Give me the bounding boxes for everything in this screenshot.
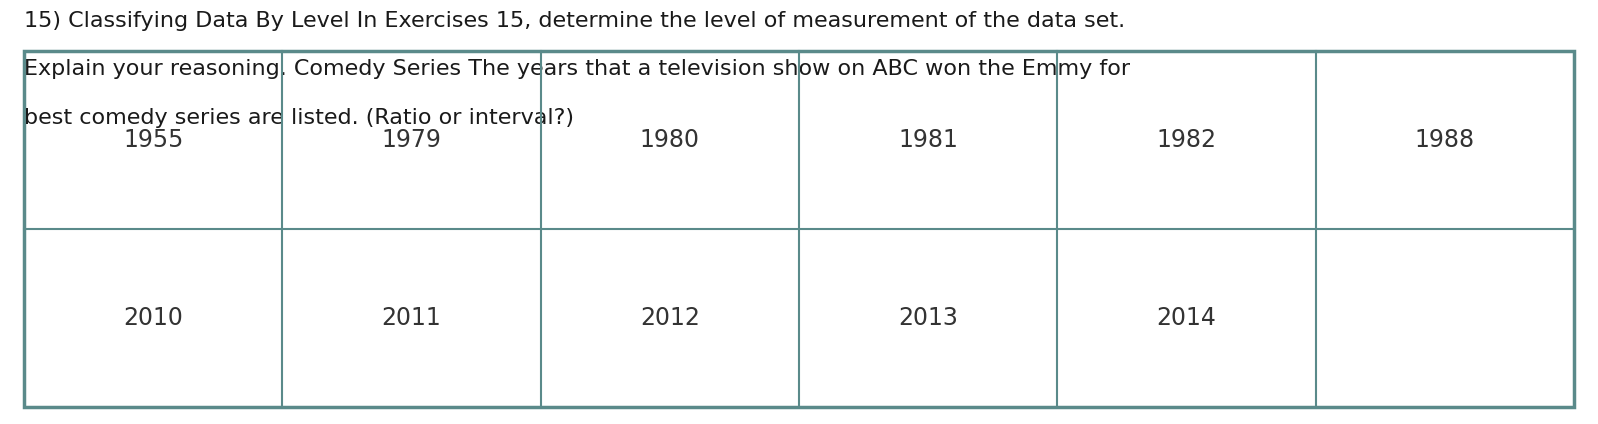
Text: Explain your reasoning. Comedy Series The years that a television show on ABC wo: Explain your reasoning. Comedy Series Th… [24, 59, 1130, 79]
Text: 2014: 2014 [1157, 306, 1216, 330]
Text: best comedy series are listed. (Ratio or interval?): best comedy series are listed. (Ratio or… [24, 108, 574, 128]
Text: 1979: 1979 [382, 128, 441, 152]
Text: 1981: 1981 [898, 128, 959, 152]
Text: 2011: 2011 [382, 306, 441, 330]
Text: 2010: 2010 [123, 306, 184, 330]
Text: 1980: 1980 [639, 128, 700, 152]
Text: 1988: 1988 [1414, 128, 1475, 152]
Text: 1955: 1955 [123, 128, 184, 152]
Text: 2013: 2013 [898, 306, 959, 330]
Bar [24, 51, 1574, 407]
Text: 15) Classifying Data By Level In Exercises 15, determine the level of measuremen: 15) Classifying Data By Level In Exercis… [24, 11, 1125, 31]
Text: 1982: 1982 [1157, 128, 1216, 152]
Text: 2012: 2012 [639, 306, 700, 330]
